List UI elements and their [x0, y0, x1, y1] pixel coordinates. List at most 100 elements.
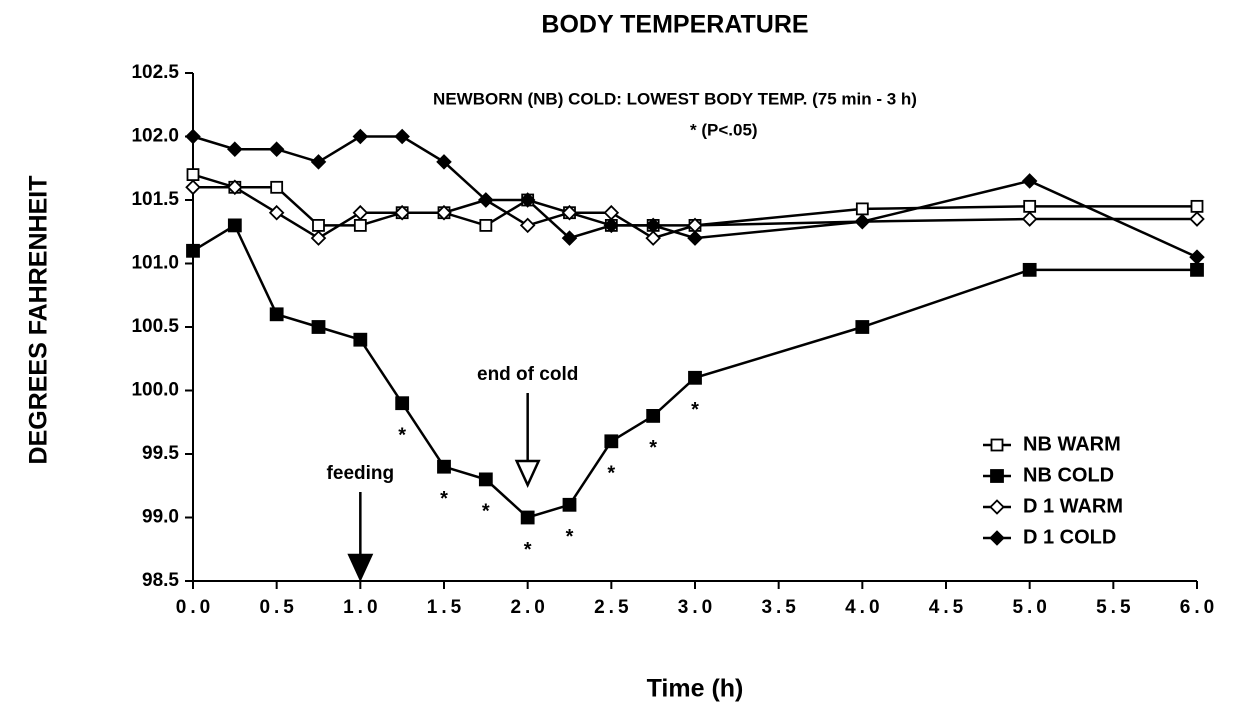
x-tick-label: 2.5 [594, 597, 632, 618]
x-axis-label: Time (h) [647, 675, 744, 703]
data-point [394, 204, 410, 221]
significance-marker: * [607, 463, 615, 485]
x-tick-label: 1.0 [343, 597, 381, 618]
data-point [561, 230, 578, 246]
y-tick-label: 99.5 [142, 443, 179, 464]
data-point [645, 230, 661, 246]
y-tick-label: 102.0 [131, 126, 179, 147]
x-tick-label: 0.5 [259, 597, 297, 618]
data-point [1190, 262, 1204, 277]
data-point [436, 154, 452, 170]
legend-marker [989, 499, 1005, 515]
arrow-head [347, 553, 374, 583]
data-point [561, 204, 578, 221]
data-point [646, 408, 661, 423]
series-line [192, 135, 1198, 259]
data-point [312, 218, 325, 232]
x-tick-label: 5.0 [1012, 597, 1050, 618]
data-point [478, 472, 493, 487]
data-point [519, 192, 536, 208]
data-point [268, 141, 285, 157]
significance-marker: * [482, 501, 490, 523]
y-tick-label: 100.0 [131, 380, 179, 401]
data-point [395, 396, 410, 411]
legend-label: NB WARM [1023, 433, 1121, 455]
legend-marker [989, 530, 1005, 546]
data-point [268, 204, 285, 221]
legend-marker [990, 469, 1004, 483]
data-point [353, 218, 367, 232]
data-point [310, 154, 327, 170]
data-point [1189, 211, 1205, 227]
x-tick-label: 0.0 [176, 597, 214, 618]
arrow-head [514, 459, 541, 489]
y-tick-label: 101.0 [131, 253, 179, 274]
subtitle: NEWBORN (NB) COLD: LOWEST BODY TEMP. (75… [433, 89, 917, 108]
data-point [1189, 249, 1205, 265]
data-point [1021, 173, 1038, 189]
significance-note: * (P<.05) [690, 120, 758, 139]
data-point [437, 459, 451, 474]
data-point [186, 168, 200, 182]
data-point [1021, 211, 1038, 227]
x-tick-label: 3.0 [678, 597, 716, 618]
data-point [394, 128, 410, 145]
data-point [269, 307, 284, 322]
legend-label: D 1 WARM [1023, 495, 1123, 517]
significance-marker: * [691, 399, 699, 421]
x-tick-label: 3.5 [761, 597, 799, 618]
y-tick-label: 100.5 [131, 316, 179, 337]
data-point [603, 217, 620, 234]
data-point [1190, 199, 1204, 213]
data-point [603, 204, 620, 221]
y-tick-label: 101.5 [131, 189, 179, 210]
x-tick-label: 6.0 [1180, 597, 1218, 618]
significance-marker: * [440, 488, 448, 510]
data-point [1022, 262, 1037, 277]
data-point [186, 243, 200, 258]
series-line [192, 223, 1197, 519]
data-point [478, 192, 494, 208]
data-point [227, 179, 243, 196]
significance-marker: * [524, 539, 532, 561]
annotation: end of cold [477, 364, 578, 385]
chart-title: BODY TEMPERATURE [541, 11, 808, 39]
data-point [520, 510, 535, 525]
legend-label: D 1 COLD [1023, 526, 1116, 548]
data-point [687, 230, 703, 246]
significance-marker: * [398, 424, 406, 446]
data-point [352, 204, 369, 221]
y-tick-label: 102.5 [131, 62, 179, 83]
x-tick-label: 4.5 [929, 597, 967, 618]
data-point [645, 217, 661, 234]
significance-marker: * [649, 437, 657, 459]
data-point [479, 218, 493, 232]
significance-marker: * [566, 526, 574, 548]
data-point [227, 141, 243, 157]
data-point [311, 320, 326, 334]
x-tick-label: 2.0 [510, 597, 548, 618]
data-point [688, 370, 702, 385]
data-point [519, 217, 536, 234]
data-point [604, 434, 619, 449]
legend-marker [990, 438, 1004, 452]
data-point [352, 128, 369, 145]
data-point [227, 218, 242, 233]
data-point [436, 204, 452, 221]
data-point [185, 179, 201, 196]
x-tick-label: 1.5 [427, 597, 465, 618]
y-tick-label: 99.0 [142, 507, 179, 528]
data-point [855, 202, 869, 216]
series-line [193, 186, 1197, 240]
data-point [562, 497, 577, 512]
data-point [185, 128, 201, 145]
data-point [854, 213, 871, 230]
x-tick-label: 5.5 [1096, 597, 1134, 618]
y-axis-label: DEGREES FAHRENHEIT [25, 176, 53, 465]
legend-label: NB COLD [1023, 464, 1114, 486]
y-tick-label: 98.5 [142, 570, 179, 591]
data-point [855, 320, 870, 334]
data-point [353, 332, 368, 347]
